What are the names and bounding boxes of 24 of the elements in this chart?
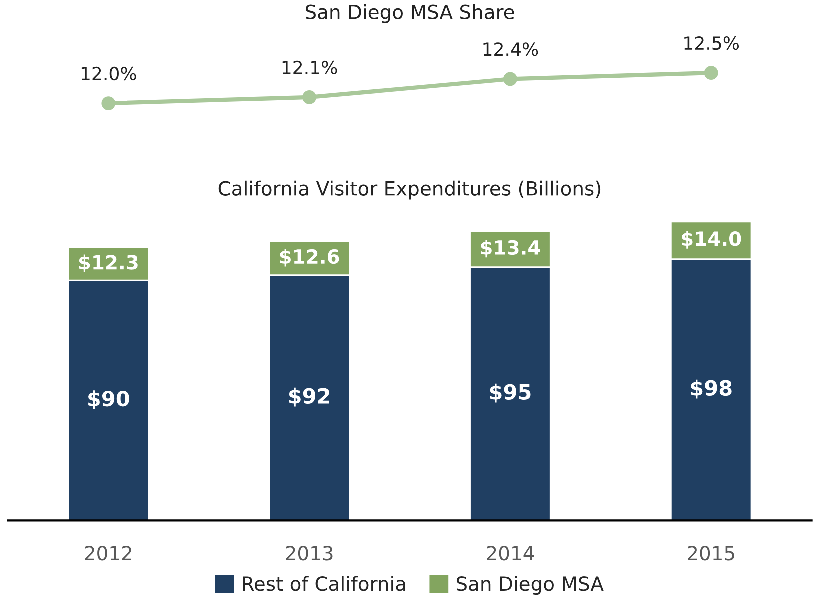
data-label: 12.0% (82, 66, 136, 81)
point (302, 90, 316, 104)
point (102, 96, 116, 110)
x-tick-label: 2015 (688, 546, 734, 561)
data-label: $12.6 (280, 249, 340, 267)
data-label: 12.1% (282, 60, 338, 74)
x-tick-label: 2013 (286, 546, 333, 561)
data-label: 12.5% (684, 36, 740, 50)
chart-title: California Visitor Expenditures (Billions) (218, 180, 601, 200)
point (504, 72, 518, 86)
data-label: $90 (88, 390, 130, 410)
data-label: $98 (691, 380, 732, 399)
data-label: $95 (490, 384, 531, 403)
data-label: $92 (289, 388, 330, 407)
point (704, 66, 718, 80)
legend-label: Rest of California (243, 576, 406, 592)
data-label: $14.0 (682, 231, 742, 249)
data-label: 12.4% (484, 42, 538, 56)
chart-title: San Diego MSA Share (306, 4, 514, 24)
legend-label: San Diego MSA (456, 576, 604, 596)
x-tick-label: 2012 (85, 546, 132, 561)
data-label: $13.4 (481, 240, 540, 258)
x-tick-label: 2014 (487, 546, 534, 561)
data-label: $12.3 (79, 254, 138, 272)
